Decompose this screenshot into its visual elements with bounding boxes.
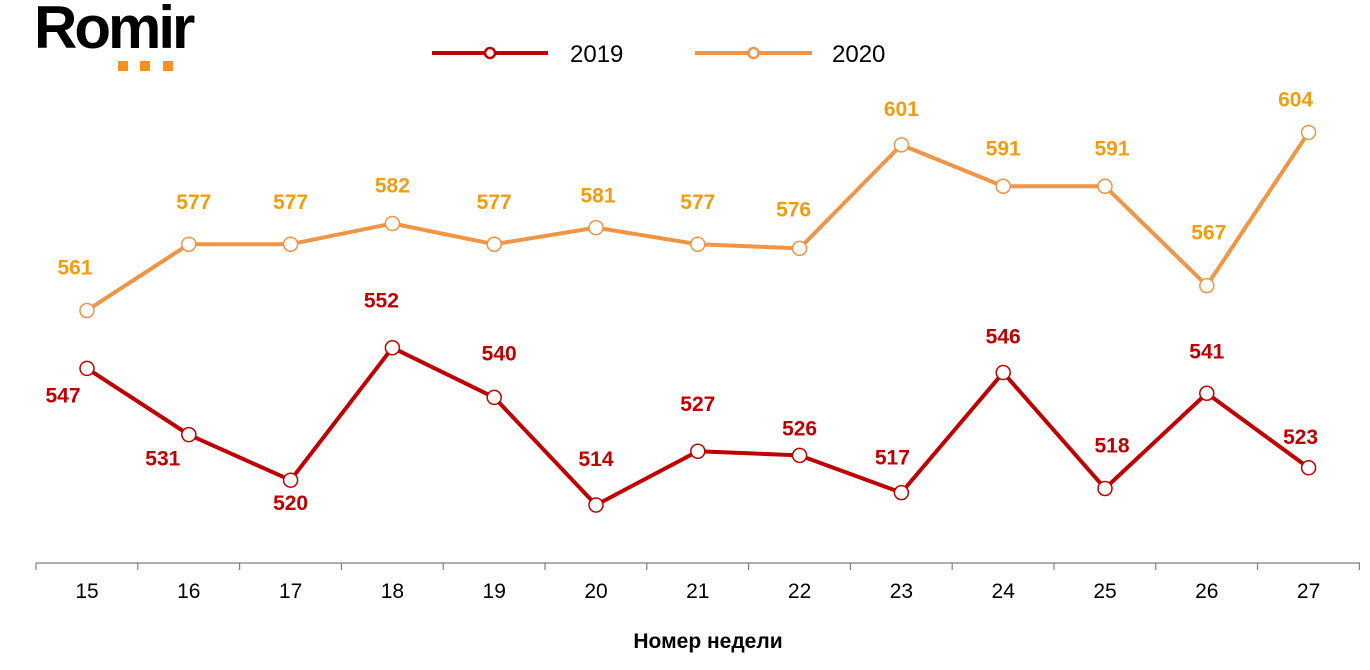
legend-marker-2020 [747, 46, 760, 60]
data-label-2020: 604 [1278, 88, 1313, 111]
data-label-2019: 518 [1094, 434, 1129, 457]
data-label-2020: 582 [375, 175, 410, 198]
data-label-2019: 526 [782, 417, 817, 440]
data-label-2020: 577 [176, 191, 211, 214]
logo-text: Romir [34, 0, 195, 61]
data-point-2019 [995, 364, 1011, 381]
x-tick-label: 22 [788, 580, 811, 603]
data-point-2020 [791, 240, 808, 257]
data-label-2019: 547 [45, 384, 80, 407]
data-label-2019: 520 [273, 492, 308, 515]
series-line-2019 [85, 345, 1310, 508]
data-point-2020 [486, 236, 502, 252]
data-point-2020 [1097, 178, 1113, 195]
data-label-2019: 546 [986, 326, 1021, 349]
x-tick-label: 19 [483, 580, 506, 603]
data-point-2019 [1097, 480, 1113, 497]
data-point-2020 [690, 236, 706, 252]
data-label-2020: 591 [1094, 137, 1129, 160]
legend-label-2019: 2019 [570, 41, 623, 68]
data-label-2020: 577 [680, 191, 715, 214]
data-point-2019 [486, 389, 502, 406]
x-tick-label: 21 [686, 580, 709, 603]
x-tick-label: 15 [75, 580, 98, 603]
data-point-2019 [1300, 460, 1317, 476]
data-point-2020 [384, 215, 401, 232]
data-label-2019: 531 [145, 448, 180, 471]
data-point-2020 [282, 236, 299, 252]
data-point-2019 [791, 447, 808, 464]
x-tick-label: 27 [1297, 580, 1320, 603]
data-point-2019 [893, 484, 910, 501]
data-label-2019: 540 [482, 342, 517, 365]
x-tick-label: 16 [177, 580, 200, 603]
x-tick-label: 23 [890, 580, 913, 603]
x-tick-label: 24 [992, 580, 1016, 603]
data-point-2020 [79, 302, 95, 319]
data-point-2019 [384, 339, 401, 356]
data-label-2019: 552 [364, 290, 399, 313]
x-tick-label: 18 [381, 580, 404, 603]
data-point-2019 [79, 360, 95, 377]
data-point-2019 [1199, 385, 1215, 402]
data-point-2020 [181, 236, 197, 252]
data-label-2019: 517 [875, 447, 910, 470]
data-point-2019 [181, 426, 197, 443]
data-label-2019: 541 [1189, 340, 1224, 363]
data-label-2020: 577 [273, 191, 308, 214]
data-point-2020 [588, 219, 604, 236]
data-label-2019: 514 [578, 448, 613, 471]
logo-dot [140, 61, 150, 71]
data-label-2020: 581 [580, 185, 615, 208]
data-label-2019: 523 [1283, 426, 1318, 449]
x-tick-label: 17 [279, 580, 302, 603]
data-label-2020: 601 [884, 98, 919, 121]
data-point-2020 [1300, 124, 1317, 141]
data-point-2019 [588, 497, 604, 513]
plot-area: 547 531 520 552 540 514 527 526 517 546 518 541 523 5… [45, 88, 1318, 515]
legend: 2019 2020 [432, 41, 885, 68]
legend-label-2020: 2020 [832, 41, 885, 68]
data-point-2019 [690, 443, 706, 459]
data-label-2020: 561 [57, 256, 92, 279]
data-point-2020 [1199, 277, 1215, 294]
data-label-2020: 577 [477, 191, 512, 214]
data-point-2020 [893, 137, 910, 153]
data-label-2020: 567 [1191, 222, 1226, 245]
data-label-2020: 591 [986, 137, 1021, 160]
x-axis: 15 16 17 18 19 20 21 22 23 24 25 26 27 [35, 562, 1361, 603]
data-point-2019 [282, 472, 299, 488]
logo-dot [118, 61, 128, 71]
legend-marker-2019 [483, 46, 497, 60]
data-point-2020 [995, 178, 1011, 195]
logo-dot [163, 61, 173, 71]
x-tick-label: 20 [584, 580, 607, 603]
data-label-2020: 576 [776, 198, 811, 221]
data-label-2019: 527 [680, 393, 715, 416]
x-tick-label: 25 [1093, 580, 1116, 603]
x-axis-label: Номер недели [633, 630, 782, 653]
x-tick-label: 26 [1195, 580, 1218, 603]
